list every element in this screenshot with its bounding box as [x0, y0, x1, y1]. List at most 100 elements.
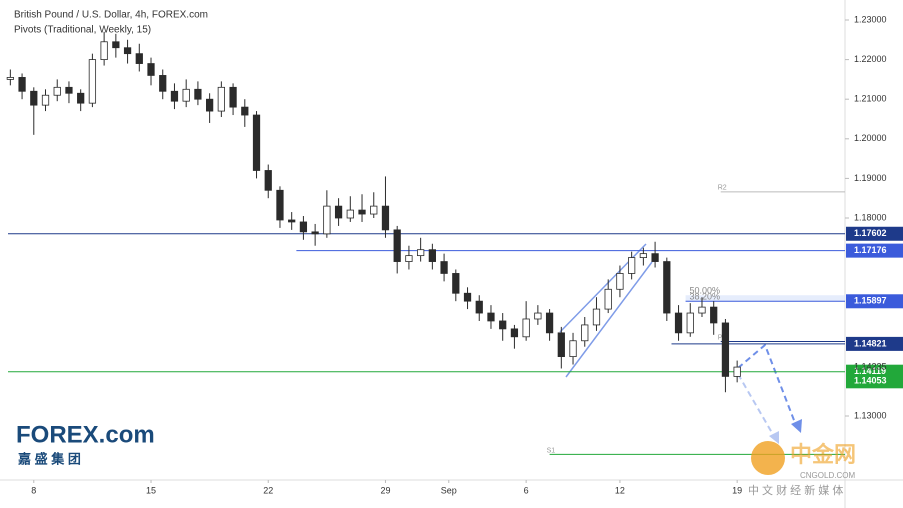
- watermark-tagline: 中 文 财 经 新 媒 体: [748, 483, 843, 497]
- candle-body: [53, 86, 61, 96]
- last-price-label: 1.14235: [854, 361, 887, 371]
- candle-body: [30, 90, 38, 106]
- candle-body: [194, 88, 202, 100]
- y-tick-label: 1.22000: [854, 54, 887, 64]
- fib-zone: [685, 295, 845, 302]
- level-label: 1.17602: [854, 228, 887, 238]
- candle-body: [581, 324, 589, 342]
- candle-body: [733, 366, 741, 377]
- candle-body: [663, 261, 671, 314]
- y-tick-label: 1.18000: [854, 212, 887, 222]
- candle-body: [440, 261, 448, 274]
- level-label: 1.15897: [854, 296, 887, 306]
- candle-body: [698, 306, 706, 314]
- level-label-box: [846, 294, 903, 309]
- chart-title: British Pound / U.S. Dollar, 4h, FOREX.c…: [14, 10, 208, 21]
- candle-body: [417, 249, 425, 257]
- channel-line: [565, 261, 653, 378]
- projection-arrow: [737, 373, 776, 439]
- candle-body: [628, 257, 636, 274]
- candle-body: [252, 114, 261, 171]
- x-tick-label: 22: [263, 485, 273, 495]
- y-tick-label: 1.13000: [854, 410, 887, 420]
- candle-body: [182, 88, 190, 102]
- candle-body: [323, 205, 331, 235]
- candle-body: [241, 106, 249, 116]
- projection-arrow: [737, 343, 798, 429]
- chart-subtitle: Pivots (Traditional, Weekly, 15): [14, 25, 151, 36]
- candle-body: [147, 63, 155, 76]
- watermark: 中金网: [790, 442, 856, 467]
- arrow-head: [769, 431, 779, 444]
- pivot-label: P: [718, 334, 723, 341]
- arrow-head: [791, 419, 802, 433]
- candle-body: [604, 288, 612, 310]
- candle-body: [299, 221, 308, 233]
- candle-body: [721, 322, 730, 377]
- candle-body: [534, 312, 542, 320]
- level-label: 1.14119: [854, 366, 886, 376]
- candle-body: [135, 53, 143, 64]
- candle-body: [487, 312, 495, 322]
- candle-body: [557, 332, 565, 358]
- candle-body: [18, 77, 26, 92]
- candle-body: [311, 231, 319, 235]
- candle-body: [6, 77, 14, 80]
- fib-label: 50.00%: [689, 286, 720, 296]
- level-label-box: [846, 226, 903, 241]
- level-label-box: [846, 374, 903, 389]
- candle-body: [381, 205, 390, 231]
- candle-body: [276, 189, 284, 221]
- level-label: 1.14053: [854, 376, 887, 386]
- logo-tagline: 嘉 盛 集 团: [17, 451, 81, 466]
- watermark-icon: [751, 441, 785, 475]
- level-label: 1.17176: [854, 245, 887, 255]
- logo: FOREX.com: [16, 421, 155, 448]
- level-label: 1.14821: [854, 338, 887, 348]
- candle-body: [569, 340, 577, 358]
- candle-body: [206, 98, 214, 112]
- candle-body: [100, 41, 108, 60]
- x-tick-label: 6: [524, 485, 529, 495]
- watermark-site: CNGOLD.COM: [800, 471, 855, 480]
- candle-body: [358, 209, 366, 215]
- candle-body: [112, 41, 120, 49]
- candle-body: [346, 209, 354, 219]
- pivot-label: S1: [547, 447, 556, 454]
- candle-body: [651, 253, 659, 262]
- y-tick-label: 1.20000: [854, 133, 887, 143]
- candle-body: [710, 306, 718, 324]
- candle-body: [510, 328, 519, 338]
- candle-body: [616, 273, 624, 290]
- x-tick-label: Sep: [441, 485, 457, 495]
- candle-body: [77, 92, 85, 104]
- y-tick-label: 1.23000: [854, 14, 887, 24]
- candle-body: [170, 90, 179, 102]
- fib-label: 38.20%: [689, 292, 720, 302]
- candle-body: [41, 94, 50, 106]
- candle-body: [159, 75, 167, 92]
- level-label-box: [846, 243, 903, 258]
- candle-body: [65, 86, 73, 94]
- x-tick-label: 19: [732, 485, 742, 495]
- pivot-label: R2: [718, 185, 727, 192]
- level-label-box: [846, 336, 903, 351]
- candle-body: [370, 205, 378, 215]
- candle-body: [674, 312, 683, 334]
- candle-body: [88, 59, 97, 104]
- candle-body: [499, 320, 507, 330]
- candle-body: [123, 47, 132, 55]
- x-tick-label: 12: [615, 485, 625, 495]
- candle-body: [393, 229, 401, 262]
- candle-body: [334, 205, 343, 219]
- candle-body: [522, 318, 530, 338]
- x-tick-label: 29: [380, 485, 390, 495]
- x-tick-label: 15: [146, 485, 156, 495]
- candle-body: [229, 86, 237, 108]
- candle-body: [686, 312, 694, 334]
- candle-body: [288, 219, 296, 223]
- candle-body: [475, 300, 483, 314]
- candle-body: [264, 170, 272, 191]
